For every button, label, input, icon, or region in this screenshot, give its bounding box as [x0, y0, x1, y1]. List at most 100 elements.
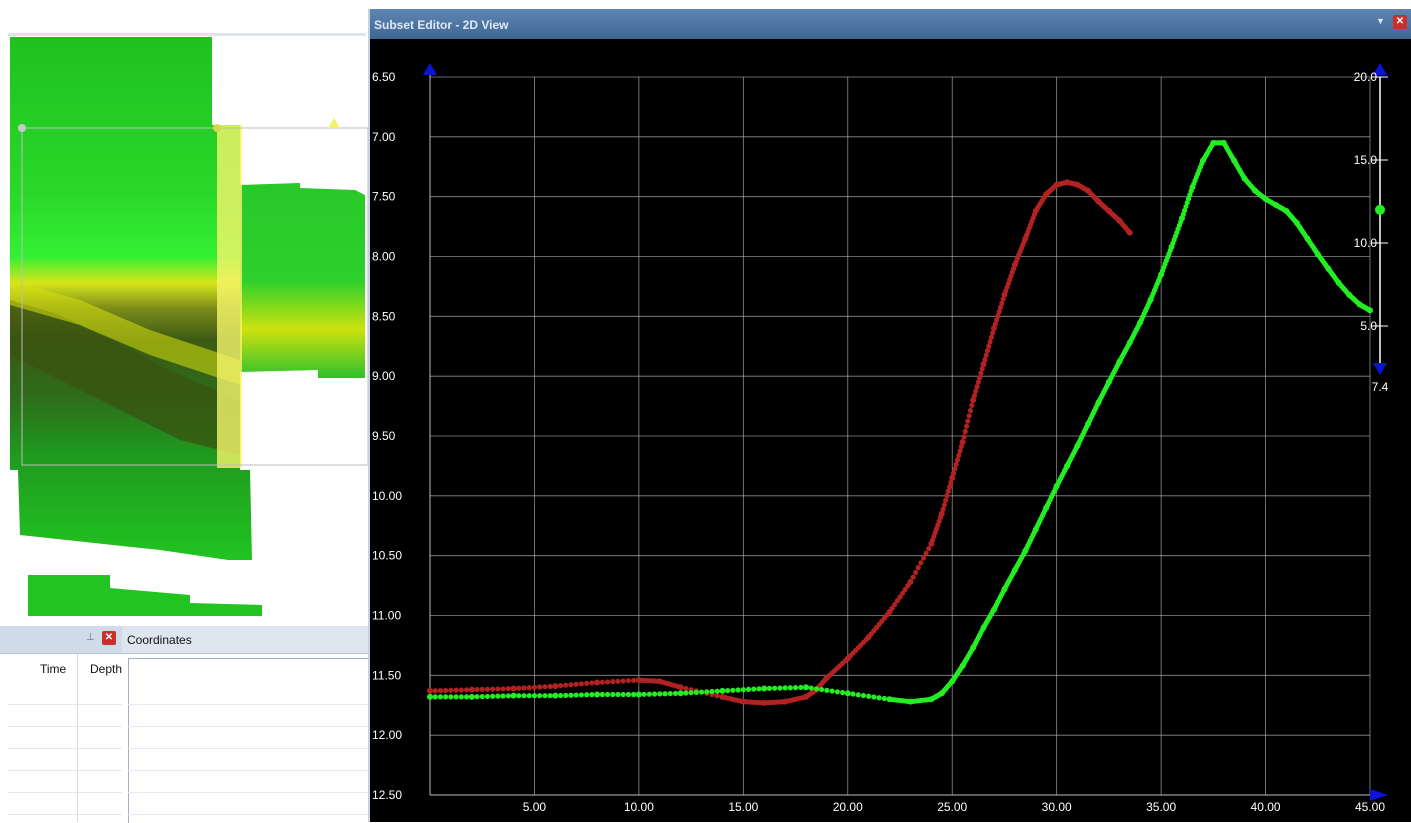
data-point	[1031, 529, 1038, 535]
map-top-border	[8, 33, 366, 36]
data-point	[1042, 507, 1048, 514]
map-view[interactable]: Time Depth ⊥ ✕ Coordinates	[0, 0, 369, 823]
close-icon[interactable]: ✕	[1393, 15, 1407, 29]
y-tick-label: 7.00	[372, 130, 396, 144]
color-scale-bar[interactable]: 20.0 15.0 10.0 5.0 7.4	[1354, 63, 1389, 394]
close-icon[interactable]: ✕	[102, 631, 116, 645]
data-point	[866, 693, 872, 699]
data-point	[453, 687, 459, 693]
table-row	[8, 792, 122, 793]
data-point	[557, 692, 564, 699]
data-point	[1157, 274, 1163, 281]
data-point	[889, 605, 895, 611]
data-point	[970, 397, 977, 404]
x-axis-ticks: 5.00 10.00 15.00 20.00 25.00 30.00 35.00 40.00 4…	[523, 800, 1386, 814]
data-point	[779, 699, 786, 705]
data-point	[516, 685, 522, 691]
data-point	[599, 679, 605, 685]
coordinates-list[interactable]	[128, 658, 369, 823]
data-point	[490, 693, 496, 699]
data-point	[453, 694, 459, 700]
data-point	[962, 428, 968, 435]
data-point	[688, 690, 694, 696]
chevron-down-icon[interactable]: ▼	[1376, 16, 1385, 26]
direction-arrow-icon	[328, 118, 340, 128]
data-point	[675, 683, 681, 690]
data-point	[651, 691, 658, 697]
selection-handle[interactable]	[18, 124, 26, 132]
table-row	[8, 704, 122, 705]
data-point	[958, 665, 964, 671]
x-tick-label: 15.00	[728, 800, 758, 814]
data-point	[975, 379, 981, 385]
data-point	[995, 313, 1001, 319]
data-point	[1136, 322, 1142, 328]
selection-strip	[217, 125, 242, 468]
column-header-time[interactable]: Time	[40, 662, 67, 676]
data-point	[654, 678, 660, 684]
data-point	[521, 685, 527, 691]
data-point	[971, 393, 978, 399]
data-point	[594, 679, 601, 686]
data-point	[782, 685, 788, 691]
data-point	[884, 612, 890, 618]
data-point	[448, 687, 454, 693]
data-point	[557, 683, 564, 689]
data-point	[808, 685, 814, 691]
data-point	[974, 384, 980, 390]
data-point	[568, 692, 574, 698]
data-point	[850, 691, 856, 697]
selection-handle[interactable]	[213, 124, 221, 132]
data-point	[693, 689, 699, 695]
data-point	[963, 423, 970, 429]
pin-icon[interactable]: ⊥	[86, 632, 95, 643]
coordinates-panel: ⊥ ✕ Coordinates	[86, 626, 369, 823]
table-row	[8, 748, 122, 749]
data-point	[940, 506, 946, 512]
data-point	[510, 685, 517, 692]
data-point	[881, 695, 887, 702]
data-point	[1366, 307, 1372, 313]
data-point	[1125, 342, 1132, 348]
data-point	[578, 681, 585, 687]
data-point	[615, 691, 621, 698]
bathymetry-map[interactable]	[0, 0, 368, 626]
data-point	[500, 693, 506, 699]
profile-chart[interactable]: 6.50 7.00 7.50 8.00 8.50 9.00 9.50 10.00 10.50 11…	[370, 39, 1411, 822]
data-point	[834, 689, 840, 695]
x-tick-label: 20.00	[833, 800, 863, 814]
table-panel-header	[0, 626, 122, 654]
subset-selection-box[interactable]	[21, 127, 368, 466]
x-tick-label: 45.00	[1355, 800, 1385, 814]
y-tick-label: 8.50	[372, 309, 396, 323]
coordinates-title[interactable]: Coordinates	[127, 633, 192, 647]
data-point	[672, 690, 679, 697]
data-point	[860, 692, 867, 699]
window-titlebar[interactable]: Subset Editor - 2D View ▼ ✕	[370, 9, 1411, 39]
series-green	[427, 139, 1373, 705]
column-header-depth[interactable]: Depth	[90, 662, 123, 676]
data-point	[1052, 486, 1058, 492]
data-point	[952, 466, 958, 472]
data-point	[484, 686, 491, 692]
x-tick-label: 10.00	[624, 800, 654, 814]
data-point	[531, 693, 538, 699]
data-point	[490, 686, 496, 692]
data-point	[531, 684, 538, 690]
data-point	[777, 685, 783, 691]
data-point	[432, 688, 438, 694]
y-tick-label: 11.50	[372, 668, 401, 682]
data-point	[437, 687, 444, 694]
data-point	[547, 693, 553, 699]
x-tick-label: 25.00	[937, 800, 967, 814]
data-point	[761, 685, 768, 692]
x-axis-end-marker-icon[interactable]	[1370, 789, 1388, 801]
data-point	[902, 586, 908, 593]
data-point	[954, 457, 961, 463]
y-tick-label: 9.00	[372, 369, 396, 383]
data-point	[792, 684, 799, 691]
data-point	[923, 550, 929, 556]
data-point	[1167, 247, 1173, 253]
data-point	[610, 679, 616, 685]
y-axis-top-marker-icon[interactable]	[423, 63, 437, 75]
